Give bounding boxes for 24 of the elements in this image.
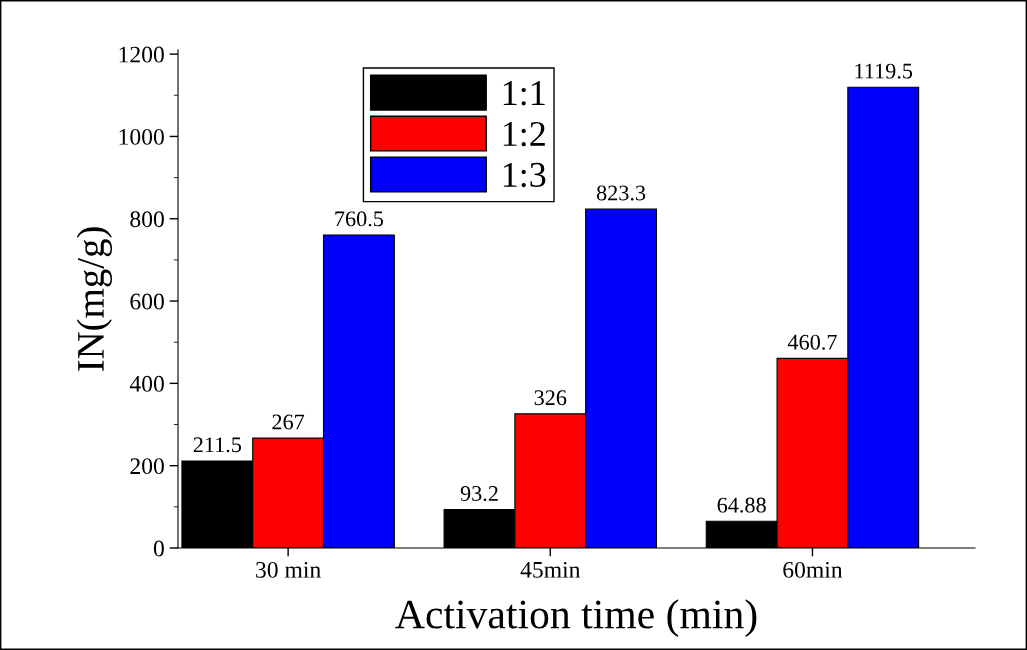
y-axis-title: IN(mg/g)	[76, 227, 113, 372]
x-tick-label: 45min	[520, 561, 581, 578]
data-label: 326	[534, 390, 567, 406]
y-tick-label: 0	[153, 540, 164, 557]
data-label: 267	[272, 414, 305, 430]
y-tick-label: 1000	[119, 128, 164, 145]
y-tick-label: 1200	[119, 46, 164, 63]
data-label: 93.2	[460, 486, 498, 502]
data-label: 823.3	[596, 185, 646, 201]
legend-label: 1:2	[503, 121, 545, 147]
y-tick-label: 400	[129, 375, 164, 392]
y-tick-label: 200	[130, 458, 164, 475]
x-tick-label: 30 min	[256, 561, 321, 578]
x-tick-label: 60min	[783, 561, 843, 578]
y-tick-label: 800	[130, 211, 164, 228]
data-label: 211.5	[193, 437, 242, 453]
legend-label: 1:3	[503, 162, 546, 188]
data-label: 460.7	[787, 334, 837, 350]
y-tick-label: 600	[130, 293, 164, 310]
x-axis-title: Activation time (min)	[395, 599, 757, 638]
data-label: 1119.5	[855, 63, 913, 79]
data-label: 64.88	[717, 497, 766, 513]
legend-label: 1:1	[503, 81, 545, 106]
data-label: 760.5	[335, 211, 384, 227]
